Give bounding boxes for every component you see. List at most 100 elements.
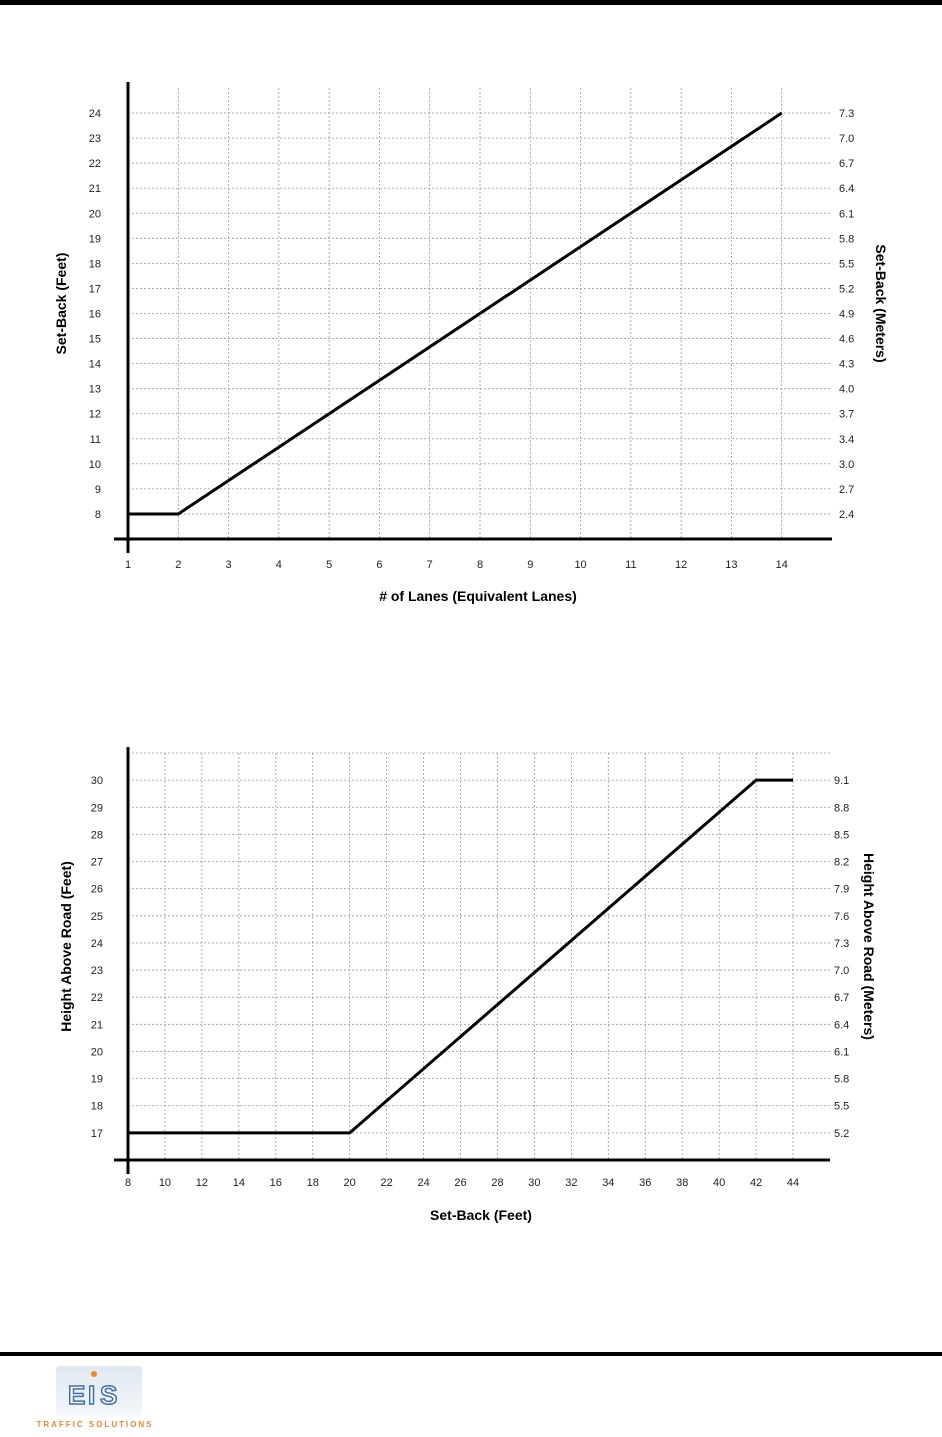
- y-tick-label: 19: [91, 1074, 103, 1086]
- x-tick-label: 16: [270, 1177, 282, 1189]
- x-tick-label: 1: [125, 559, 131, 571]
- y-axis-label: Height Above Road (Feet): [58, 861, 74, 1032]
- y-tick-label: 14: [89, 359, 101, 371]
- y-right-tick-label: 5.8: [834, 1074, 849, 1086]
- y-right-tick-label: 3.0: [839, 459, 854, 471]
- y-tick-label: 20: [89, 208, 101, 220]
- y-right-tick-label: 6.1: [839, 208, 854, 220]
- x-axis-label: # of Lanes (Equivalent Lanes): [379, 588, 577, 604]
- x-tick-label: 44: [787, 1177, 799, 1189]
- data-line: [128, 111, 783, 516]
- y-tick-label: 24: [91, 938, 103, 950]
- svg-text:E: E: [68, 1380, 86, 1410]
- y-right-tick-label: 2.4: [839, 509, 854, 521]
- x-tick-label: 42: [750, 1177, 762, 1189]
- x-tick-label: 18: [307, 1177, 319, 1189]
- y-axis-label: Set-Back (Feet): [53, 253, 69, 355]
- x-tick-label: 8: [477, 559, 483, 571]
- x-tick-label: 5: [326, 559, 332, 571]
- top-rule: [0, 0, 942, 5]
- y-right-tick-label: 8.8: [834, 802, 849, 814]
- logo-letters: E I S: [67, 1371, 118, 1410]
- x-tick-label: 8: [125, 1177, 131, 1189]
- bottom-rule: [0, 1352, 942, 1356]
- y-right-tick-label: 6.1: [834, 1046, 849, 1058]
- logo-subtitle: TRAFFIC SOLUTIONS: [36, 1420, 154, 1429]
- x-tick-label: 10: [574, 559, 586, 571]
- y-tick-label: 9: [95, 484, 101, 496]
- x-tick-label: 26: [454, 1177, 466, 1189]
- y-tick-label: 21: [91, 1019, 103, 1031]
- y-tick-label: 21: [89, 183, 101, 195]
- svg-text:I: I: [88, 1380, 96, 1410]
- y-tick-label: 23: [91, 965, 103, 977]
- x-tick-label: 30: [528, 1177, 540, 1189]
- y-tick-label: 13: [89, 384, 101, 396]
- x-tick-label: 10: [159, 1177, 171, 1189]
- y-tick-label: 12: [89, 409, 101, 421]
- x-tick-label: 4: [276, 559, 282, 571]
- x-tick-label: 36: [639, 1177, 651, 1189]
- y-right-tick-label: 7.9: [834, 884, 849, 896]
- x-tick-label: 3: [226, 559, 232, 571]
- y-tick-label: 11: [90, 434, 101, 446]
- y-right-tick-label: 5.8: [839, 233, 854, 245]
- x-tick-label: 28: [491, 1177, 503, 1189]
- y-tick-label: 18: [91, 1101, 103, 1113]
- y-right-tick-label: 7.0: [839, 133, 854, 145]
- y-right-tick-label: 8.5: [834, 829, 849, 841]
- y-tick-label: 22: [91, 992, 103, 1004]
- y-right-tick-label: 3.7: [839, 409, 854, 421]
- svg-text:S: S: [100, 1380, 118, 1410]
- y-tick-label: 19: [89, 233, 101, 245]
- x-tick-label: 14: [776, 559, 788, 571]
- y-right-tick-label: 6.7: [839, 158, 854, 170]
- y-tick-label: 28: [91, 829, 103, 841]
- x-tick-label: 12: [196, 1177, 208, 1189]
- y-tick-label: 20: [91, 1046, 103, 1058]
- data-line: [128, 778, 794, 1135]
- y-tick-label: 18: [89, 258, 101, 270]
- y-tick-label: 15: [89, 334, 101, 346]
- x-tick-label: 20: [344, 1177, 356, 1189]
- y-right-tick-label: 7.3: [839, 108, 854, 120]
- x-tick-label: 2: [175, 559, 181, 571]
- y-tick-label: 29: [91, 802, 103, 814]
- x-tick-label: 22: [381, 1177, 393, 1189]
- x-tick-label: 7: [427, 559, 433, 571]
- y-tick-label: 23: [89, 133, 101, 145]
- y-tick-label: 26: [91, 884, 103, 896]
- y-right-tick-label: 7.0: [834, 965, 849, 977]
- y-axis-label-right: Height Above Road (Meters): [861, 853, 877, 1040]
- x-tick-label: 34: [602, 1177, 614, 1189]
- setback-vs-lanes-chart: 1 2 3 4 5 6 7 8 9 10 11 12 13 14891011121314151617181…: [53, 82, 889, 604]
- y-right-tick-label: 3.4: [839, 434, 854, 446]
- y-right-tick-label: 6.4: [834, 1019, 849, 1031]
- x-tick-label: 6: [376, 559, 382, 571]
- y-right-tick-label: 6.4: [839, 183, 854, 195]
- y-right-tick-label: 5.5: [834, 1101, 849, 1113]
- y-right-tick-label: 9.1: [834, 775, 849, 787]
- y-right-tick-label: 7.3: [834, 938, 849, 950]
- y-right-tick-label: 7.6: [834, 911, 849, 923]
- y-right-tick-label: 4.6: [839, 334, 854, 346]
- x-tick-label: 32: [565, 1177, 577, 1189]
- x-tick-label: 14: [233, 1177, 245, 1189]
- y-tick-label: 27: [91, 857, 103, 869]
- y-right-tick-label: 6.7: [834, 992, 849, 1004]
- x-tick-label: 40: [713, 1177, 725, 1189]
- y-right-tick-label: 5.2: [839, 283, 854, 295]
- y-tick-label: 8: [95, 509, 101, 521]
- x-tick-label: 13: [725, 559, 737, 571]
- height-vs-setback-chart: 8 10 12 14 16 18 20 22 24 26 28 30 32 34 36 38 40 42 44 17 1…: [58, 747, 877, 1223]
- y-right-tick-label: 8.2: [834, 857, 849, 869]
- y-tick-label: 25: [91, 911, 103, 923]
- x-tick-label: 24: [417, 1177, 429, 1189]
- logo-box: [56, 1366, 142, 1416]
- y-tick-label: 17: [89, 283, 101, 295]
- y-tick-label: 22: [89, 158, 101, 170]
- y-right-tick-label: 4.0: [839, 384, 854, 396]
- y-axis-label-right: Set-Back (Meters): [873, 244, 889, 362]
- eis-logo: E I S TRAFFIC SOLUTIONS: [20, 1364, 170, 1434]
- y-right-tick-label: 5.2: [834, 1128, 849, 1140]
